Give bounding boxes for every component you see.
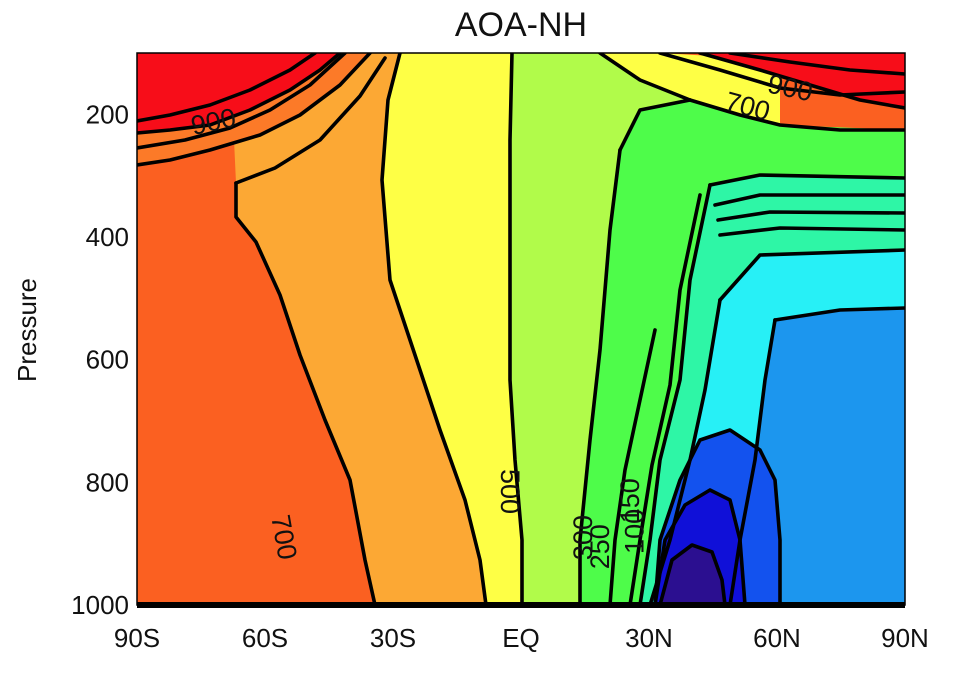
- contour-line: [598, 53, 905, 132]
- contour-label: 500: [495, 469, 525, 514]
- contour-line: [508, 53, 524, 605]
- contour-line: [234, 56, 387, 185]
- x-tick-label: 60S: [242, 623, 288, 653]
- contour-line: [137, 53, 372, 167]
- x-tick-label: 30S: [370, 623, 416, 653]
- x-tick-label: 90S: [114, 623, 160, 653]
- contour-line: [728, 53, 905, 76]
- y-tick-label: 1000: [71, 590, 129, 620]
- band-mid: [382, 53, 780, 605]
- contour-line: [718, 248, 905, 302]
- y-axis: 200 400 600 800 1000: [71, 99, 129, 620]
- y-tick-label: 200: [86, 99, 129, 129]
- contour-line: [380, 53, 488, 605]
- band-mid-high: [230, 53, 486, 605]
- x-tick-label: 90N: [881, 623, 929, 653]
- contour-line: [628, 193, 702, 605]
- x-tick-label: 60N: [753, 623, 801, 653]
- y-tick-label: 800: [86, 467, 129, 497]
- contour-line: [137, 53, 317, 123]
- contour-line: [773, 306, 905, 322]
- contour-line: [698, 53, 905, 110]
- x-axis: 90S 60S 30S EQ 30N 60N 90N: [114, 623, 929, 653]
- contour-line: [718, 226, 905, 237]
- contour-line: [658, 543, 727, 605]
- contour-line: [708, 173, 905, 187]
- contour-line: [658, 53, 905, 97]
- y-tick-label: 600: [86, 345, 129, 375]
- contour-line: [653, 488, 747, 605]
- contour-line: [137, 53, 347, 150]
- contour-line: [716, 210, 905, 222]
- x-tick-label: 30N: [625, 623, 673, 653]
- contour-line: [618, 98, 692, 152]
- contour-label: 250: [585, 524, 615, 569]
- contour-line: [137, 53, 342, 135]
- contour-line: [638, 183, 712, 605]
- y-tick-label: 400: [86, 222, 129, 252]
- contour-line: [578, 148, 622, 605]
- contour-line: [653, 428, 782, 605]
- x-tick-label: EQ: [502, 623, 540, 653]
- contour-label: 300: [568, 515, 598, 560]
- contour-line: [728, 318, 777, 605]
- y-axis-title: Pressure: [12, 278, 42, 382]
- contour-label: 100: [619, 509, 649, 554]
- contour-line: [713, 193, 905, 207]
- contour-line: [608, 328, 657, 605]
- band-min: [660, 545, 725, 605]
- band-low: [580, 100, 905, 605]
- band-lower: [640, 175, 905, 605]
- contour-line: [234, 181, 377, 605]
- plot-area: [137, 53, 905, 605]
- chart-title: AOA-NH: [455, 6, 587, 44]
- contour-label: 150: [615, 478, 645, 523]
